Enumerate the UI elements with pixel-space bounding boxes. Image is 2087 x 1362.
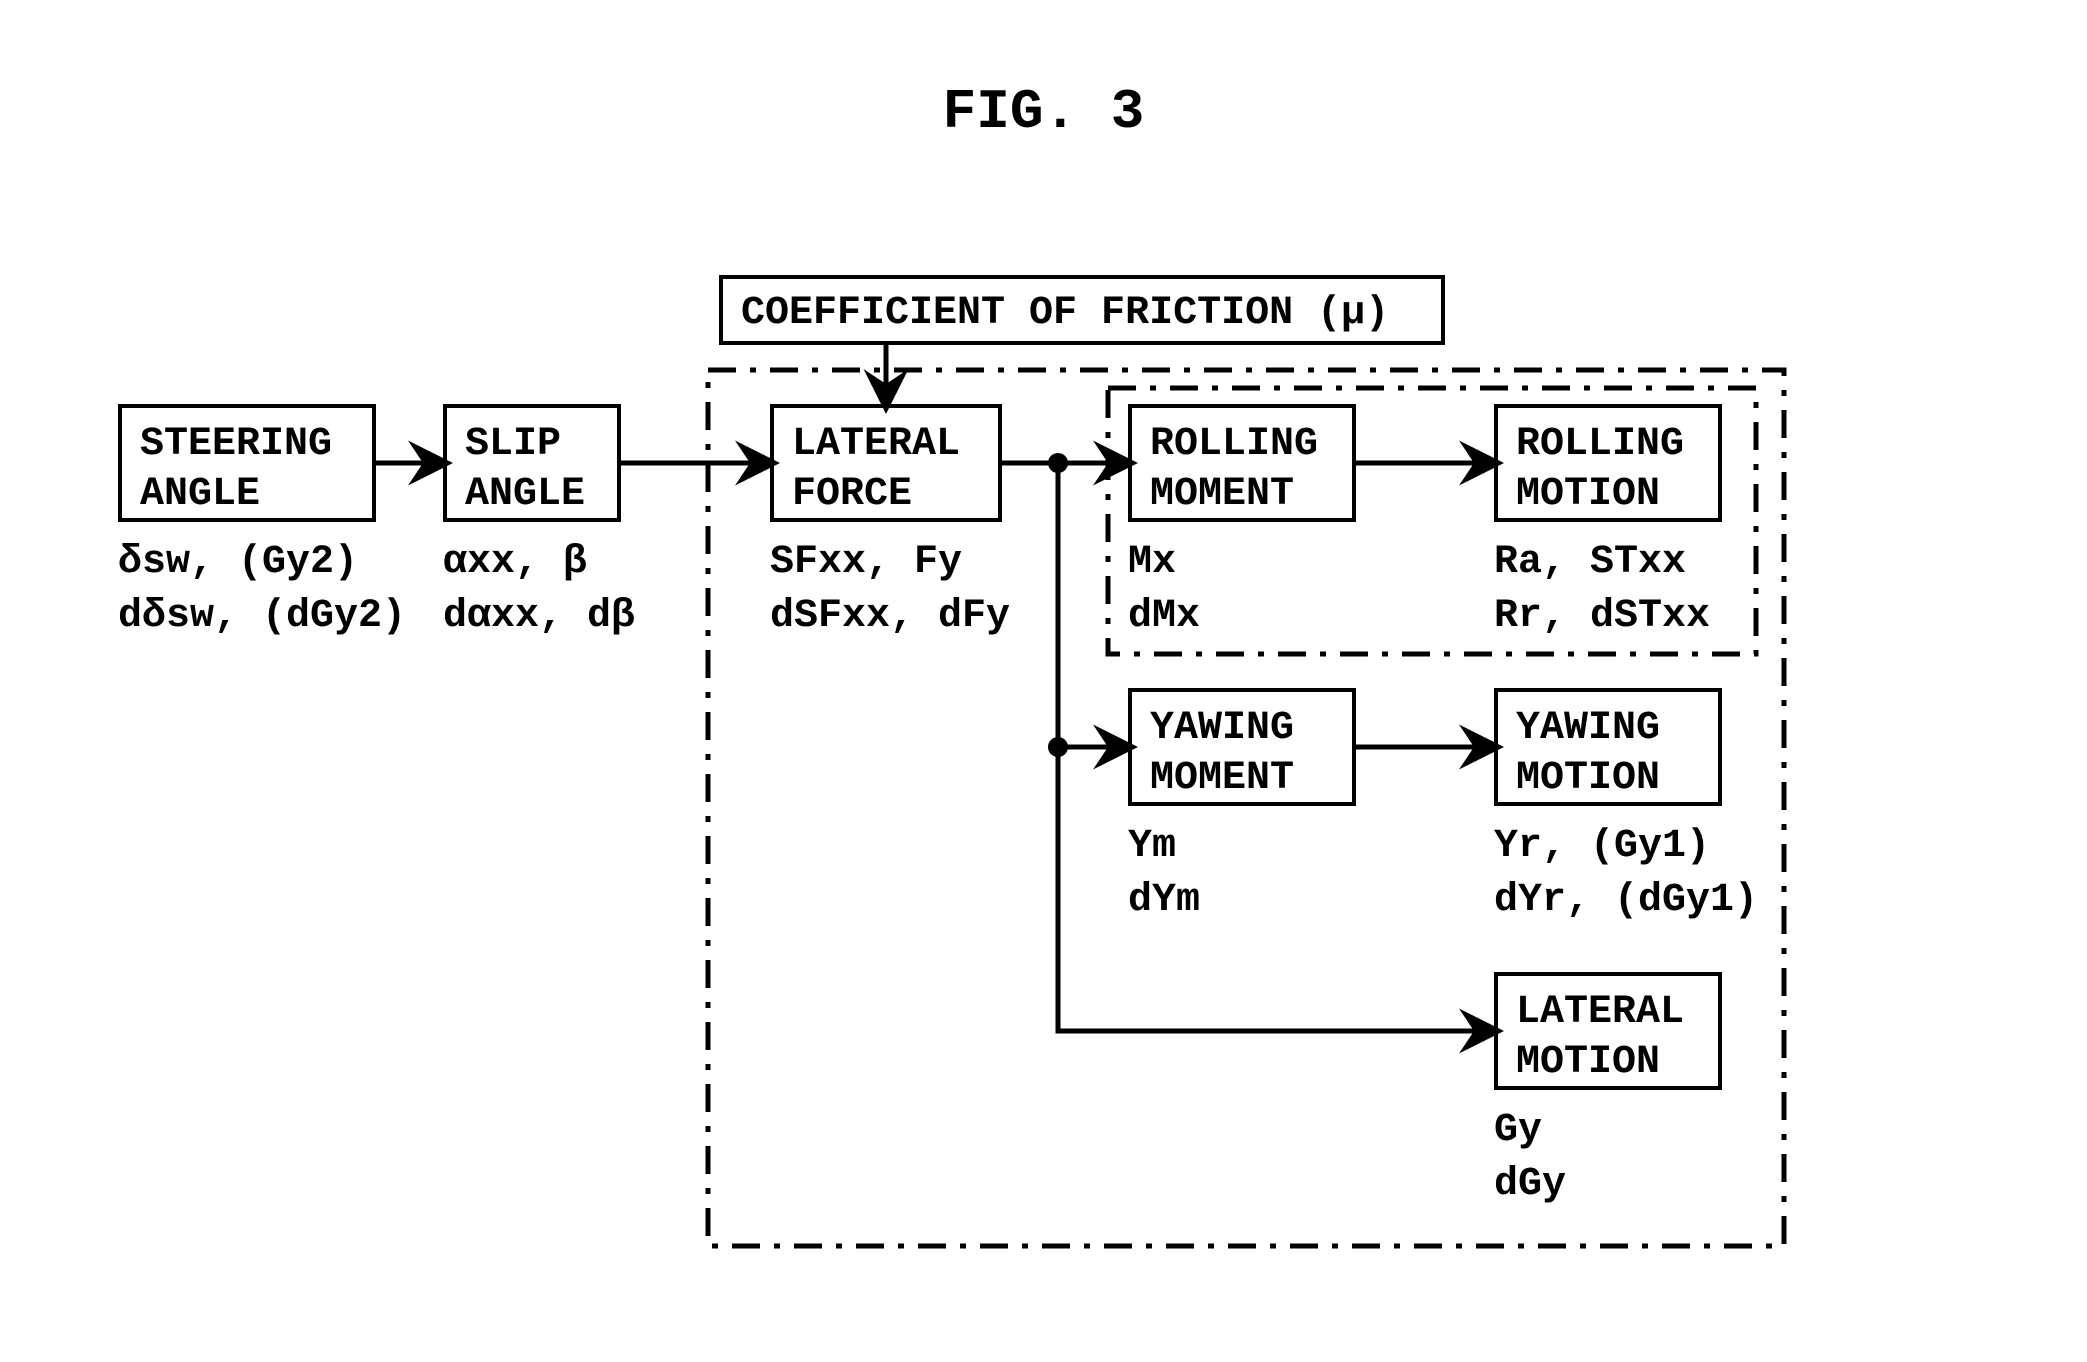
node-steering: STEERING ANGLE xyxy=(118,404,376,522)
node-lateral-force: LATERAL FORCE xyxy=(770,404,1002,522)
node-rolling-motion: ROLLING MOTION xyxy=(1494,404,1722,522)
junction-2 xyxy=(1048,737,1068,757)
label-slip: αxx, β dαxx, dβ xyxy=(443,536,635,644)
node-rolling-moment: ROLLING MOMENT xyxy=(1128,404,1356,522)
label-rolling-moment: Mx dMx xyxy=(1128,536,1200,644)
label-rolling-motion: Ra, STxx Rr, dSTxx xyxy=(1494,536,1710,644)
node-yawing-motion: YAWING MOTION xyxy=(1494,688,1722,806)
figure-title: FIG. 3 xyxy=(0,80,2087,144)
label-steering: δsw, (Gy2) dδsw, (dGy2) xyxy=(118,536,406,644)
svg-overlay xyxy=(0,0,2087,1362)
label-yawing-motion: Yr, (Gy1) dYr, (dGy1) xyxy=(1494,820,1758,928)
label-lateral-force: SFxx, Fy dSFxx, dFy xyxy=(770,536,1010,644)
label-yawing-moment: Ym dYm xyxy=(1128,820,1200,928)
label-lateral-motion: Gy dGy xyxy=(1494,1104,1566,1212)
branch-to-yawingmoment xyxy=(1058,463,1128,747)
diagram-canvas: FIG. 3 COEFFICIENT OF FRICTION (μ) STEER… xyxy=(0,0,2087,1362)
junction-1 xyxy=(1048,453,1068,473)
node-lateral-motion: LATERAL MOTION xyxy=(1494,972,1722,1090)
node-friction: COEFFICIENT OF FRICTION (μ) xyxy=(719,275,1445,345)
node-slip: SLIP ANGLE xyxy=(443,404,621,522)
node-yawing-moment: YAWING MOMENT xyxy=(1128,688,1356,806)
